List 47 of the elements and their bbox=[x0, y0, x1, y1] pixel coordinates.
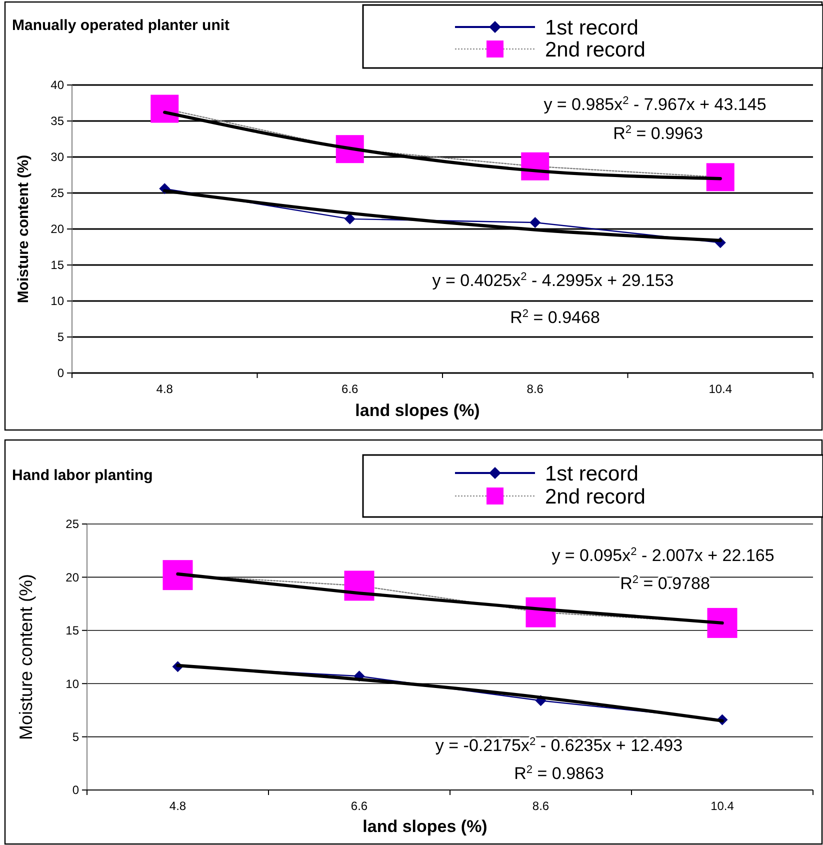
x-tick-label: 6.6 bbox=[350, 799, 368, 813]
y-tick-label: 5 bbox=[72, 730, 80, 744]
y-tick-label: 10 bbox=[50, 294, 64, 308]
legend-label: 2nd record bbox=[545, 38, 646, 62]
point bbox=[344, 213, 356, 224]
chart-title: Manually operated planter unit bbox=[12, 17, 230, 34]
x-tick-label: 8.6 bbox=[532, 799, 550, 813]
legend-label: 2nd record bbox=[545, 485, 646, 508]
point bbox=[162, 560, 193, 590]
point bbox=[530, 217, 541, 228]
annotation: R$^{2}$ = 0.9468 bbox=[510, 308, 600, 327]
y-tick-label: 10 bbox=[66, 676, 80, 691]
y-tick-label: 20 bbox=[50, 222, 64, 236]
x-tick-label: 4.8 bbox=[156, 382, 174, 396]
y-tick-label: 20 bbox=[66, 570, 80, 584]
annotation: y = -0.2175x$^{2}$ - 0.6235x + 12.493 bbox=[435, 736, 683, 755]
y-tick-label: 0 bbox=[72, 783, 80, 798]
y-tick-label: 15 bbox=[50, 258, 64, 272]
point bbox=[707, 608, 738, 638]
y-tick-label: 0 bbox=[57, 366, 64, 380]
legend-label: 1st record bbox=[545, 16, 638, 40]
annotation: y = 0.985x$^{2}$ - 7.967x + 43.145 bbox=[544, 94, 766, 114]
y-tick-label: 15 bbox=[66, 624, 80, 638]
x-axis-title: land slopes (%) bbox=[355, 401, 480, 420]
y-axis-title: Moisture content (%) bbox=[15, 154, 32, 304]
annotation: R$^{2}$ = 0.9863 bbox=[514, 764, 604, 783]
x-tick-label: 10.4 bbox=[708, 382, 732, 396]
x-tick-label: 10.4 bbox=[710, 799, 734, 813]
y-tick-label: 25 bbox=[66, 517, 80, 532]
x-tick-label: 8.6 bbox=[526, 382, 544, 396]
legend-label: 1st record bbox=[545, 462, 638, 486]
x-tick-label: 6.6 bbox=[342, 382, 359, 396]
y-tick-label: 25 bbox=[50, 186, 64, 200]
annotation: R$^{2}$ = 0.9963 bbox=[613, 124, 703, 143]
y-tick-label: 40 bbox=[50, 78, 64, 92]
point bbox=[706, 163, 734, 192]
point bbox=[150, 94, 179, 123]
chart-title: Hand labor planting bbox=[12, 467, 153, 484]
annotation: y = 0.095x$^{2}$ - 2.007x + 22.165 bbox=[552, 546, 774, 565]
annotation: R$^{2}$ = 0.9788 bbox=[620, 574, 710, 593]
x-axis-title: land slopes (%) bbox=[362, 817, 488, 836]
y-tick-label: 30 bbox=[50, 150, 64, 164]
x-tick-label: 4.8 bbox=[169, 799, 186, 813]
annotation: y = 0.4025x$^{2}$ - 4.2995x + 29.153 bbox=[432, 270, 674, 290]
y-tick-label: 35 bbox=[50, 114, 64, 128]
y-axis-title: Moisture content (%) bbox=[16, 574, 36, 740]
y-tick-label: 5 bbox=[57, 330, 64, 344]
